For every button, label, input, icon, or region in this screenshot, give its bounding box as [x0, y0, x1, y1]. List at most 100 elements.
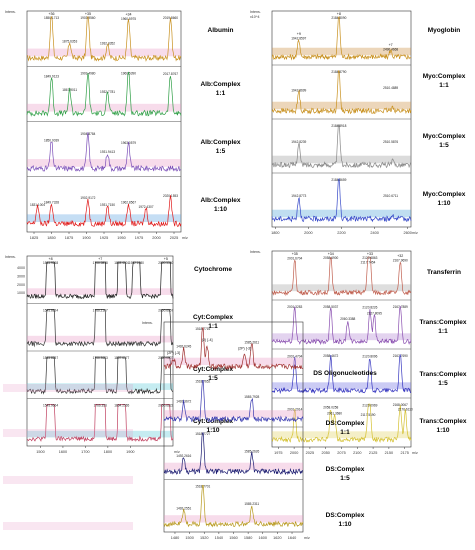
x-tick-label: 1875	[65, 236, 73, 240]
peak-mz-label: 2127.8095	[367, 311, 382, 315]
albumin-spectra-panel: Intens. +36 1850.1713 +35 1903.9560 +34 1960.5…	[3, 3, 243, 246]
noise-band	[27, 335, 173, 343]
peak-charge-label: (2P) [-3]	[238, 347, 251, 351]
x-tick-label: 1600	[259, 536, 267, 540]
ds-faded-strips	[3, 384, 133, 534]
x-tick-label: 1600	[59, 450, 67, 454]
alb-complex-1-10-label: Alb:Complex 1:10	[193, 197, 248, 214]
trans-complex-1-10-ratio: 1:10	[436, 426, 450, 434]
spectrum-trace	[271, 177, 412, 223]
x-tick-label: 2000	[290, 451, 298, 455]
peak-mz-label: 1850.1713	[44, 16, 59, 20]
x-tick-label: 1480	[171, 536, 179, 540]
spectrum-trace	[271, 305, 412, 346]
spectrum-trace	[271, 403, 412, 444]
peak-mz-label: 1518.7701	[195, 485, 210, 489]
x-tick-label: 1500	[36, 450, 44, 454]
cytochrome-title: Cytochrome	[183, 266, 243, 275]
peak-mz-label: 1867.9011	[62, 88, 77, 92]
peak-mz-label: 2019.8660	[163, 16, 178, 20]
noise-band	[272, 284, 411, 292]
x-tick-label: 1825	[30, 236, 38, 240]
ds-faded-strip	[3, 522, 133, 530]
peak-mz-label: 1932.3352	[100, 42, 115, 46]
x-tick-label: 2025	[306, 451, 314, 455]
peak-mz-label: 1492.2616	[176, 454, 191, 458]
peak-mz-label: 2510.5876	[383, 140, 398, 144]
x-tick-label: 1850	[47, 236, 55, 240]
noise-band	[27, 103, 181, 112]
noise-band	[164, 357, 303, 366]
spectrum-trace	[26, 132, 182, 173]
peak-mz-label: 2184.8918	[331, 124, 346, 128]
peak-mz-label: 2058.6900	[323, 256, 338, 260]
ds-complex-1-5-name: DS:Complex	[325, 466, 365, 473]
peak-mz-label: 2060.6822	[158, 356, 173, 360]
peak-mz-label: 2020.1553	[163, 194, 178, 198]
peak-mz-label: 1492.6245	[176, 345, 191, 349]
spectrum-trace	[271, 70, 412, 115]
spectrum-trace	[271, 353, 412, 395]
peak-mz-label: 1931.9413	[100, 150, 115, 154]
peak-mz-label: 2058.0258	[323, 405, 338, 409]
x-axis-label: m/z	[412, 231, 418, 235]
x-tick-label: 2400	[370, 231, 378, 235]
spectrum-trace	[26, 309, 174, 348]
peak-mz-label: 2167.9690	[393, 258, 408, 262]
spectrum-trace	[26, 15, 182, 62]
peak-mz-label: 1545.9664	[43, 404, 58, 408]
peak-mz-label: 2120.8226	[362, 305, 377, 309]
x-tick-label: 2050	[321, 451, 329, 455]
peak-mz-label: 1963.0579	[121, 141, 136, 145]
ds-complex-1-5-ratio: 1:5	[340, 474, 350, 482]
myoglobin-title: Myoglobin	[415, 27, 473, 36]
trans-complex-1-10-label: Trans:Complex 1:10	[412, 418, 474, 435]
peak-mz-label: 1518.7727	[195, 432, 210, 436]
alb-complex-1-1-ratio: 1:1	[215, 89, 226, 97]
x-axis-label: m/z	[412, 451, 418, 455]
noise-band	[272, 382, 411, 390]
y-tick-label: 1000	[17, 291, 25, 295]
y-axis-label: Intens.	[142, 321, 153, 325]
ds-oligonucleotides-spectra-svg: Intens. 1518.7716 1492.6245 1585.2611 (2) [-…	[142, 321, 310, 540]
spectrum-trace	[163, 327, 304, 371]
peak-mz-label: 2120.8096	[362, 354, 377, 358]
x-tick-label: 2125	[369, 451, 377, 455]
peak-charge-label: +33	[367, 252, 373, 256]
y-axis-label: Intens.	[250, 10, 261, 14]
alb-complex-1-1-name: Alb:Complex	[200, 81, 241, 88]
albumin-title-line: Albumin	[207, 27, 234, 34]
peak-mz-label: 1863.4001	[114, 261, 129, 265]
peak-charge-label: +7	[389, 43, 393, 47]
spectrum-trace	[163, 432, 304, 476]
x-tick-label: 1640	[288, 536, 296, 540]
peak-mz-label: 1904.8784	[80, 132, 95, 136]
peak-charge-label: +32	[397, 254, 403, 258]
x-tick-label: 2000	[152, 236, 160, 240]
alb-complex-1-1-label: Alb:Complex 1:1	[193, 81, 248, 98]
peak-mz-label: 2496.4668	[383, 48, 398, 52]
myo-complex-1-1-label: Myo:Complex 1:1	[415, 73, 473, 90]
x-tick-label: 2075	[337, 451, 345, 455]
peak-charge-label: +8	[337, 12, 341, 16]
spectrum-trace	[271, 15, 412, 61]
y-tick-label: 2000	[17, 283, 25, 287]
myoglobin-spectra-panel: Intens. x10^4 +9 1942.8597 +8 2184.8090 +7 2496…	[248, 3, 473, 246]
peak-mz-label: 1902.9172	[80, 196, 95, 200]
peak-mz-label: 2184.8090	[331, 16, 346, 20]
peak-mz-label: 2001.2914	[287, 407, 302, 411]
y-scale-label: x10^4	[250, 15, 259, 19]
x-tick-label: 1900	[82, 236, 90, 240]
peak-mz-label: 1903.4980	[80, 71, 95, 75]
peak-mz-label: 2058.5037	[323, 305, 338, 309]
myo-complex-1-1-name: Myo:Complex	[422, 73, 466, 80]
y-axis-label: Intens.	[5, 10, 16, 14]
peak-mz-label: 1766.3483	[93, 356, 108, 360]
peak-charge-label: +35	[292, 252, 298, 256]
peak-mz-label: 1545.9268	[43, 261, 58, 265]
ds-complex-1-10-ratio: 1:10	[338, 520, 352, 528]
cyt-complex-1-10-label: Cyt:Complex 1:10	[183, 418, 243, 435]
x-tick-label: 1520	[200, 536, 208, 540]
